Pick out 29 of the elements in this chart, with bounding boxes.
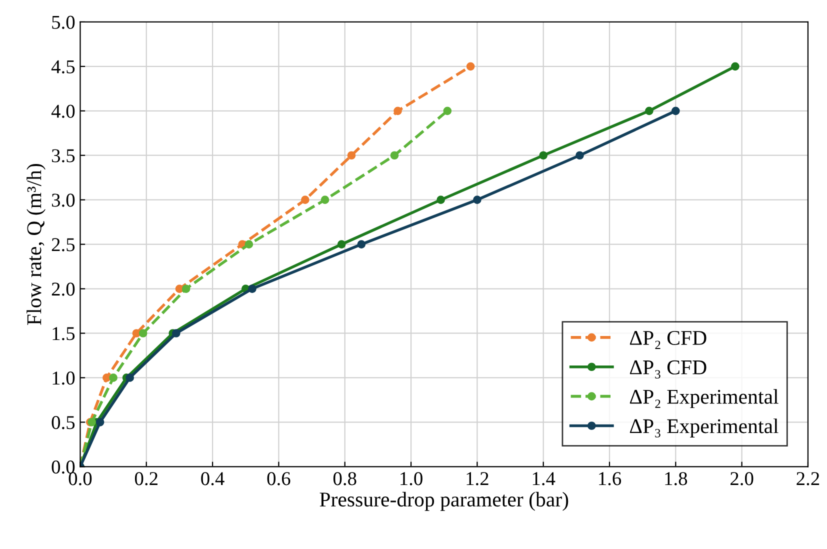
y-tick-label: 0.0	[52, 460, 75, 474]
y-axis-title: Flow rate, Q (m³/h)	[26, 164, 46, 325]
x-tick-label: 1.0	[400, 472, 422, 486]
y-tick-label: 3.0	[52, 194, 75, 207]
y-tick-label: 1.0	[52, 372, 75, 385]
x-tick-label: 0.6	[267, 472, 290, 486]
y-tick-label: 1.5	[52, 327, 75, 340]
legend-label: ΔP₃ CFD	[630, 360, 706, 378]
x-tick-label: 1.6	[599, 472, 622, 486]
x-tick-label: 1.2	[466, 472, 488, 486]
x-tick-label: 2.0	[730, 472, 754, 486]
y-tick-label: 4.0	[51, 104, 75, 118]
x-tick-label: 1.8	[665, 472, 688, 486]
legend-label: ΔP₃ Experimental	[630, 418, 778, 438]
y-tick-label: 2.5	[52, 238, 75, 252]
y-tick-label: 4.5	[51, 60, 75, 74]
legend-label: ΔP₂ CFD	[630, 330, 706, 349]
y-tick-label: 0.5	[52, 416, 75, 430]
x-tick-label: 0.0	[68, 472, 92, 486]
x-tick-label: 0.8	[333, 472, 356, 486]
x-tick-label: 0.4	[201, 472, 224, 486]
y-tick-label: 5.0	[52, 16, 75, 29]
x-tick-label: 0.2	[134, 472, 158, 486]
x-tick-label: 2.2	[796, 472, 820, 486]
x-axis-title: Pressure-drop parameter (bar)	[320, 492, 568, 511]
y-tick-label: 2.0	[52, 282, 75, 296]
legend-label: ΔP₂ Experimental	[630, 389, 778, 408]
x-tick-label: 1.4	[532, 472, 556, 486]
y-tick-label: 3.5	[52, 149, 75, 162]
